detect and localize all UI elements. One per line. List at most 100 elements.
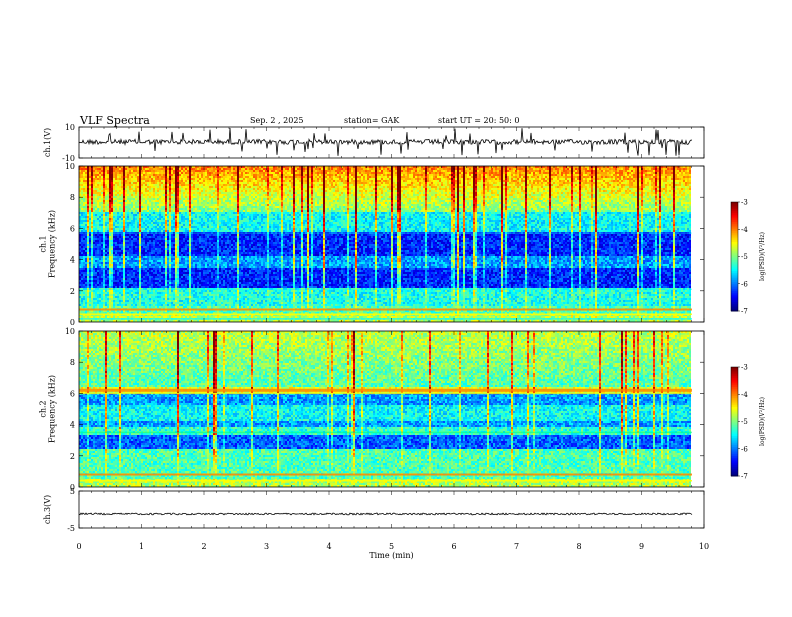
spectrogram-cell — [131, 302, 133, 304]
spectrogram-cell — [141, 264, 143, 266]
spectrogram-cell — [157, 268, 159, 270]
spectrogram-cell — [117, 222, 119, 224]
spectrogram-cell — [203, 192, 205, 194]
spectrogram-cell — [181, 240, 183, 242]
spectrogram-cell — [159, 208, 161, 210]
spectrogram-cell — [91, 168, 93, 170]
spectrogram-cell — [81, 240, 83, 242]
spectrogram-cell — [185, 216, 187, 218]
spectrogram-cell — [137, 248, 139, 250]
spectrogram-cell — [83, 212, 85, 214]
spectrogram-cell — [113, 200, 115, 202]
spectrogram-cell — [173, 218, 175, 220]
spectrogram-cell — [117, 296, 119, 298]
spectrogram-cell — [169, 286, 171, 288]
spectrogram-cell — [151, 250, 153, 252]
spectrogram-cell — [81, 172, 83, 174]
spectrogram-cell — [115, 294, 117, 296]
spectrogram-cell — [191, 276, 193, 278]
spectrogram-cell — [89, 176, 91, 178]
spectrogram-cell — [139, 282, 141, 284]
spectrogram-cell — [177, 280, 179, 282]
spectrogram-cell — [101, 174, 103, 176]
spectrogram-cell — [137, 300, 139, 302]
spectrogram-cell — [195, 212, 197, 214]
spectrogram-cell — [125, 204, 127, 206]
spectrogram-cell — [163, 254, 165, 256]
spectrogram-cell — [177, 248, 179, 250]
spectrogram-cell — [101, 212, 103, 214]
spectrogram-cell — [189, 226, 191, 228]
spectrogram-cell — [139, 214, 141, 216]
spectrogram-cell — [133, 228, 135, 230]
spectrogram-cell — [131, 306, 133, 308]
spectrogram-cell — [199, 168, 201, 170]
spectrogram-cell — [183, 206, 185, 208]
spectrogram-cell — [171, 226, 173, 228]
spectrogram-cell — [149, 216, 151, 218]
spectrogram-cell — [123, 300, 125, 302]
spectrogram-cell — [129, 176, 131, 178]
spectrogram-cell — [131, 218, 133, 220]
spectrogram-cell — [141, 206, 143, 208]
spectrogram-cell — [81, 292, 83, 294]
spectrogram-cell — [145, 244, 147, 246]
spectrogram-cell — [173, 306, 175, 308]
spectrogram-cell — [87, 174, 89, 176]
spectrogram-cell — [177, 244, 179, 246]
spectrogram-cell — [101, 254, 103, 256]
spectrogram-cell — [177, 178, 179, 180]
spectrogram-cell — [145, 292, 147, 294]
spectrogram-cell — [91, 194, 93, 196]
spectrogram-cell — [119, 278, 121, 280]
spectrogram-cell — [103, 170, 105, 172]
spectrogram-cell — [83, 202, 85, 204]
spectrogram-cell — [181, 304, 183, 306]
spectrogram-cell — [179, 264, 181, 266]
spectrogram-cell — [187, 294, 189, 296]
spectrogram-cell — [121, 292, 123, 294]
spectrogram-cell — [117, 188, 119, 190]
spectrogram-cell — [155, 198, 157, 200]
spectrogram-cell — [117, 260, 119, 262]
spectrogram-cell — [113, 298, 115, 300]
spectrogram-cell — [95, 200, 97, 202]
spectrogram-cell — [87, 192, 89, 194]
spectrogram-cell — [135, 294, 137, 296]
spectrogram-cell — [99, 182, 101, 184]
spectrogram-cell — [155, 240, 157, 242]
spectrogram-cell — [171, 220, 173, 222]
spectrogram-cell — [173, 206, 175, 208]
spectrogram-cell — [197, 206, 199, 208]
spectrogram-cell — [117, 178, 119, 180]
spectrogram-cell — [119, 252, 121, 254]
spectrogram-cell — [91, 228, 93, 230]
spectrogram-cell — [87, 290, 89, 292]
spectrogram-cell — [113, 260, 115, 262]
spectrogram-cell — [155, 254, 157, 256]
spectrogram-cell — [105, 246, 107, 248]
spectrogram-cell — [191, 210, 193, 212]
spectrogram-cell — [147, 258, 149, 260]
spectrogram-cell — [87, 260, 89, 262]
spectrogram-cell — [135, 268, 137, 270]
spectrogram-cell — [129, 286, 131, 288]
spectrogram-cell — [85, 178, 87, 180]
spectrogram-cell — [125, 256, 127, 258]
spectrogram-cell — [125, 294, 127, 296]
spectrogram-cell — [171, 176, 173, 178]
spectrogram-cell — [81, 306, 83, 308]
spectrogram-cell — [181, 306, 183, 308]
spectrogram-cell — [195, 174, 197, 176]
spectrogram-cell — [107, 224, 109, 226]
spectrogram-cell — [203, 170, 205, 172]
spectrogram-cell — [145, 186, 147, 188]
spectrogram-cell — [155, 214, 157, 216]
spectrogram-cell — [101, 190, 103, 192]
spectrogram-cell — [137, 198, 139, 200]
spectrogram-cell — [187, 282, 189, 284]
spectrogram-cell — [201, 204, 203, 206]
spectrogram-cell — [103, 284, 105, 286]
spectrogram-cell — [93, 236, 95, 238]
spectrogram-cell — [97, 296, 99, 298]
